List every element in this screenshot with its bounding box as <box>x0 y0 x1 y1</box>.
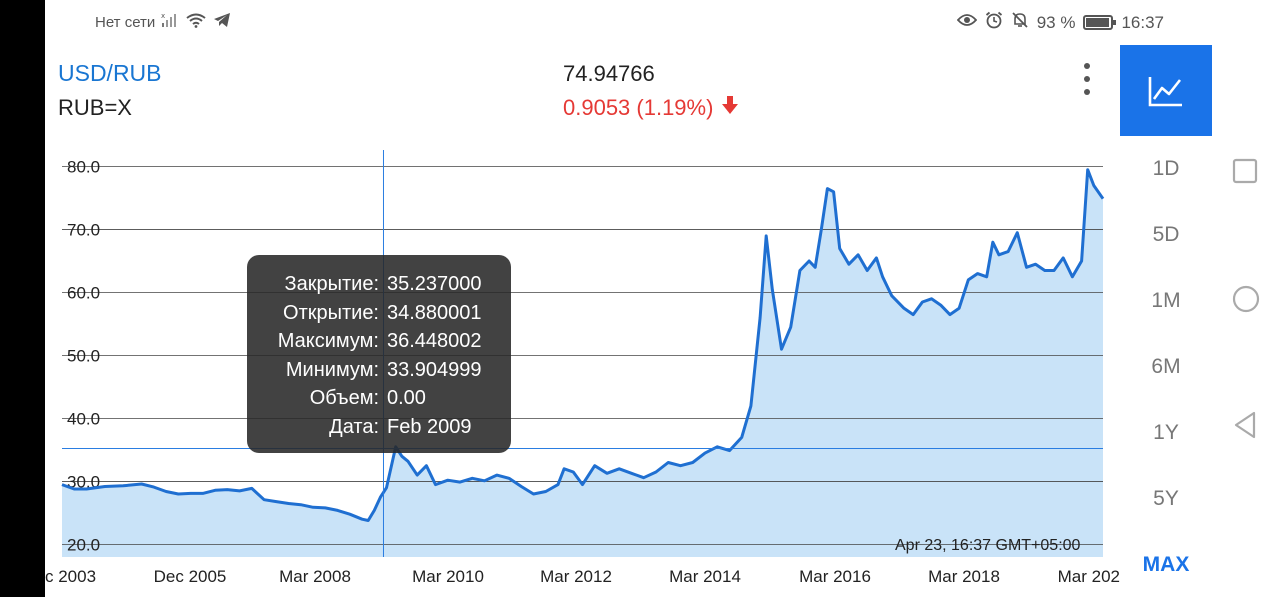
square-icon <box>1232 158 1258 184</box>
telegram-icon <box>213 12 231 33</box>
x-tick-label: Mar 2008 <box>279 567 351 586</box>
back-button[interactable] <box>1232 410 1258 445</box>
ticker-symbol: RUB=X <box>58 95 132 120</box>
x-tick-label: Mar 2016 <box>799 567 871 586</box>
y-tick-label: 70.0 <box>67 221 100 240</box>
y-tick-label: 50.0 <box>67 347 100 366</box>
range-6m[interactable]: 6M <box>1151 355 1181 378</box>
range-1m[interactable]: 1M <box>1151 289 1181 312</box>
line-chart-icon <box>1148 76 1182 106</box>
screen-edge <box>0 0 45 597</box>
recent-apps-button[interactable] <box>1232 158 1258 189</box>
price-chart[interactable]: 80.0 70.0 60.0 50.0 40.0 30.0 20.0 c 2003 Dec 20… <box>45 150 1123 597</box>
x-tick-label: Mar 2012 <box>540 567 612 586</box>
tooltip-value: 35.237000 <box>387 273 482 295</box>
network-status: Нет сети <box>95 14 156 31</box>
range-5y[interactable]: 5Y <box>1153 487 1179 510</box>
x-tick-label: Dec 2005 <box>154 567 227 586</box>
status-bar-left: Нет сети x <box>95 12 231 33</box>
range-selector: 1D 5D 1M 6M 1Y 5Y MAX <box>1130 153 1202 597</box>
x-tick-label: Mar 2018 <box>928 567 1000 586</box>
x-tick-label: Mar 2014 <box>669 567 741 586</box>
y-tick-label: 20.0 <box>67 535 100 554</box>
dot-icon <box>1084 89 1090 95</box>
more-options-button[interactable] <box>1079 63 1095 95</box>
currency-pair-title: USD/RUB <box>58 60 162 86</box>
price-line <box>61 168 1105 522</box>
clock: 16:37 <box>1121 12 1164 32</box>
dot-icon <box>1084 76 1090 82</box>
price-change: 0.9053 (1.19%) <box>563 95 739 121</box>
tooltip-label: Максимум: <box>277 330 379 352</box>
area-fill <box>62 169 1103 557</box>
wifi-icon <box>185 12 207 33</box>
chart-timestamp: Apr 23, 16:37 GMT+05:00 <box>895 537 1081 554</box>
battery-icon <box>1083 15 1117 30</box>
circle-icon <box>1232 285 1260 313</box>
y-tick-label: 40.0 <box>67 409 100 428</box>
tooltip-row: Дата: Feb 2009 <box>247 413 511 441</box>
tooltip-label: Минимум: <box>285 358 379 381</box>
current-price: 74.94766 <box>563 61 655 86</box>
x-tick-label: c 2003 <box>45 567 96 586</box>
x-tick-label: Mar 2010 <box>412 567 484 586</box>
y-tick-label: 60.0 <box>67 284 100 303</box>
mute-bell-icon <box>1011 11 1029 34</box>
x-tick-label: Mar 202 <box>1058 567 1120 586</box>
status-bar-right: 93 % 16:37 <box>956 11 1164 34</box>
tooltip-label: Дата: <box>329 415 379 438</box>
tooltip-row: Минимум: 33.904999 <box>247 356 511 384</box>
tooltip-value: 34.880001 <box>387 301 482 324</box>
dot-icon <box>1084 63 1090 69</box>
tooltip-row: Максимум: 36.448002 <box>247 327 511 355</box>
tooltip-row: Открытие: 34.880001 <box>247 299 511 327</box>
battery-percent: 93 % <box>1036 12 1076 32</box>
eye-icon <box>956 13 977 32</box>
arrow-down-icon <box>721 95 739 121</box>
tooltip-label: Закрытие: <box>284 273 379 295</box>
range-5d[interactable]: 5D <box>1152 223 1180 246</box>
chart-type-button[interactable] <box>1120 45 1212 136</box>
range-1y[interactable]: 1Y <box>1153 421 1179 444</box>
tooltip-value: 36.448002 <box>387 330 482 352</box>
svg-text:x: x <box>161 12 165 20</box>
tooltip-label: Объем: <box>309 387 379 409</box>
tooltip-value: Feb 2009 <box>387 415 472 438</box>
tooltip-label: Открытие: <box>283 301 379 324</box>
alarm-icon <box>985 11 1003 34</box>
range-1d[interactable]: 1D <box>1152 157 1180 180</box>
y-tick-label: 30.0 <box>67 472 100 491</box>
tooltip-row: Объем: 0.00 <box>247 384 511 412</box>
tooltip-row: Закрытие: 35.237000 <box>247 270 511 298</box>
no-signal-icon: x <box>161 12 179 33</box>
home-button[interactable] <box>1232 285 1260 318</box>
data-tooltip: Закрытие: 35.237000 Открытие: 34.880001 Макс… <box>247 255 511 453</box>
tooltip-value: 33.904999 <box>387 358 482 381</box>
y-tick-label: 80.0 <box>67 158 100 177</box>
tooltip-value: 0.00 <box>387 387 426 409</box>
triangle-back-icon <box>1234 411 1256 439</box>
price-change-value: 0.9053 (1.19%) <box>563 95 714 120</box>
range-max[interactable]: MAX <box>1142 553 1190 576</box>
